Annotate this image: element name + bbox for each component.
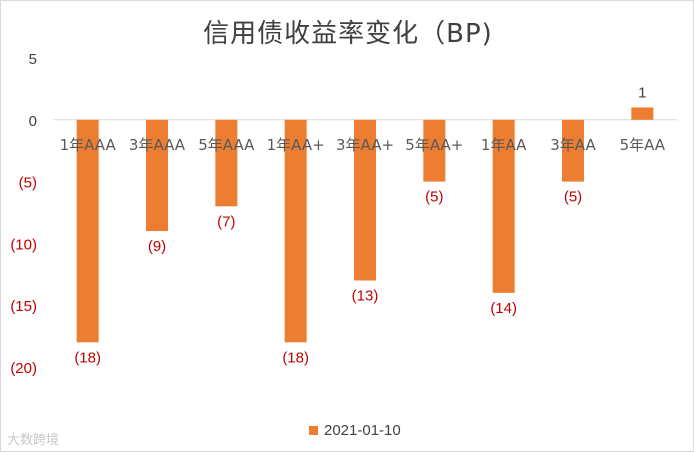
category-label: 1年AA+ [267,136,325,154]
bar [631,107,654,120]
data-label: 1 [638,84,646,101]
bar [215,119,238,207]
data-label: (13) [352,287,379,304]
category-label: 1年AA [481,136,527,154]
bar [423,119,446,182]
category-label: 3年AA+ [336,136,394,154]
category-label: 5年AA [620,136,666,154]
y-tick-label: (10) [10,236,37,253]
bar [146,119,168,232]
y-tick-label: 0 [29,113,37,130]
category-label: 5年AA+ [405,136,463,154]
y-tick-label: (20) [10,360,37,377]
data-label: (18) [282,349,309,366]
data-label: (7) [217,213,235,230]
category-label: 3年AA [550,136,596,154]
legend-swatch [309,426,318,435]
legend: 2021-01-10 [309,422,401,439]
data-label: (9) [148,238,166,255]
bar [562,119,584,182]
data-label: (18) [74,349,101,366]
watermark-logo: 大数跨境 [7,433,60,448]
bar [284,119,307,343]
y-tick-label: (5) [19,175,37,192]
y-tick-label: (15) [10,298,37,315]
data-label: (14) [490,300,517,317]
category-label: 3年AAA [129,136,186,154]
chart-title: 信用债收益率变化（BP) [203,19,493,49]
category-label: 1年AAA [60,136,117,154]
bar [492,119,515,293]
legend-label: 2021-01-10 [324,422,401,439]
category-label: 5年AAA [198,136,255,154]
data-label: (5) [425,189,443,206]
data-label: (5) [564,189,582,206]
bar [76,119,99,343]
y-tick-label: 5 [29,51,37,68]
bar [354,119,376,281]
